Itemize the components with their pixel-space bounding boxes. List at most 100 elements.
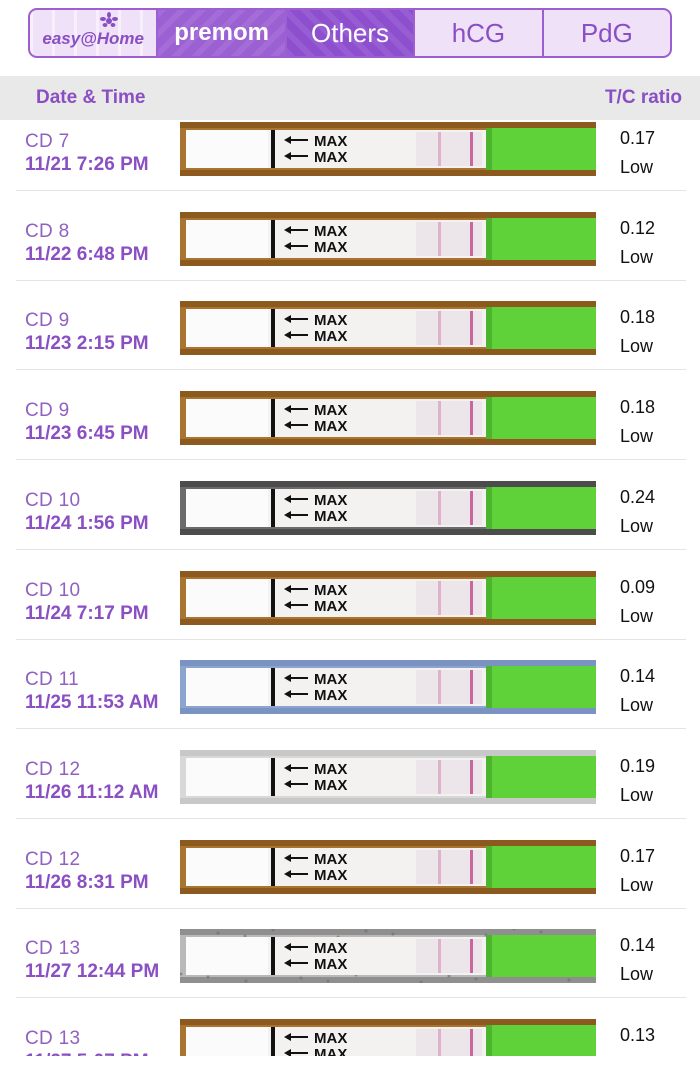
test-strip-photo[interactable]: MAX MAX — [180, 122, 596, 176]
cycle-day-label: CD 13 — [25, 1028, 81, 1049]
svg-text:MAX: MAX — [314, 777, 347, 794]
entry-date-block: CD 10 11/24 7:17 PM — [25, 579, 185, 625]
result-label: Low — [620, 964, 654, 985]
test-strip-photo[interactable]: MAX MAX — [180, 391, 596, 446]
list-item[interactable]: CD 7 11/21 7:26 PM MAX MAX 0.17 Low — [0, 120, 700, 210]
list-item[interactable]: CD 11 11/25 11:53 AM MAX MAX 0.14 Low — [0, 658, 700, 748]
result-label: Low — [620, 157, 654, 177]
tab-others[interactable]: Others — [286, 10, 416, 56]
test-strip-photo[interactable]: MAX MAX — [180, 1019, 596, 1056]
test-strip-photo[interactable]: MAX MAX — [180, 480, 596, 535]
list-item[interactable]: CD 9 11/23 6:45 PM MAX MAX 0.18 Low — [0, 389, 700, 479]
svg-text:MAX: MAX — [314, 1030, 347, 1047]
table-header: Date & Time T/C ratio — [0, 76, 700, 120]
result-label: Low — [620, 784, 654, 805]
svg-text:MAX: MAX — [314, 328, 347, 345]
tc-ratio-value: 0.17 — [620, 845, 656, 866]
svg-text:MAX: MAX — [314, 1046, 347, 1056]
entry-date-block: CD 10 11/24 1:56 PM — [25, 489, 185, 535]
test-strip-photo[interactable]: MAX MAX — [180, 301, 596, 356]
test-strip-list[interactable]: CD 7 11/21 7:26 PM MAX MAX 0.17 Low CD 8 11/22 … — [0, 120, 700, 1056]
entry-result-block: 0.18 Low — [620, 395, 690, 449]
tc-ratio-value: 0.12 — [620, 217, 656, 238]
svg-text:MAX: MAX — [314, 956, 347, 973]
result-label: Low — [620, 336, 654, 357]
svg-text:MAX: MAX — [314, 940, 347, 957]
svg-text:MAX: MAX — [314, 867, 347, 884]
test-strip-photo[interactable]: MAX MAX — [180, 211, 596, 266]
result-label: Low — [620, 515, 654, 536]
cycle-day-label: CD 12 — [25, 758, 81, 780]
datetime-label: 11/24 1:56 PM — [25, 512, 149, 534]
entry-result-block: 0.17 Low — [620, 126, 690, 180]
tc-ratio-value: 0.19 — [620, 755, 656, 776]
row-divider — [16, 548, 686, 550]
list-item[interactable]: CD 12 11/26 8:31 PM MAX MAX 0.17 Low — [0, 838, 700, 928]
list-item[interactable]: CD 10 11/24 7:17 PM MAX MAX 0.09 Low — [0, 569, 700, 659]
result-label: Low — [620, 605, 654, 626]
datetime-label: 11/25 11:53 AM — [25, 692, 159, 714]
svg-text:MAX: MAX — [314, 582, 347, 599]
test-strip-photo[interactable]: MAX MAX — [180, 839, 596, 894]
list-item[interactable]: CD 12 11/26 11:12 AM MAX MAX 0.19 Low — [0, 748, 700, 838]
tab-pdg-label: PdG — [580, 17, 633, 48]
row-divider — [16, 907, 686, 909]
list-item[interactable]: CD 8 11/22 6:48 PM MAX MAX 0.12 Low — [0, 210, 700, 300]
svg-text:MAX: MAX — [314, 671, 347, 688]
entry-date-block: CD 11 11/25 11:53 AM — [25, 668, 185, 714]
svg-text:MAX: MAX — [314, 598, 347, 615]
row-divider — [16, 369, 686, 371]
tab-hcg[interactable]: hCG — [415, 10, 544, 56]
row-divider — [16, 817, 686, 819]
svg-text:MAX: MAX — [314, 492, 347, 509]
tc-ratio-value: 0.09 — [620, 576, 656, 597]
test-strip-photo[interactable]: MAX MAX — [180, 749, 596, 804]
tc-ratio-value: 0.14 — [620, 666, 656, 687]
list-item[interactable]: CD 13 11/27 12:44 PM MAX MAX 0.14 Low — [0, 927, 700, 1017]
cycle-day-label: CD 7 — [25, 131, 70, 152]
datetime-label: 11/27 5:07 PM — [25, 1050, 185, 1056]
row-divider — [16, 638, 686, 640]
easy-at-home-logo: easy@Home — [42, 29, 145, 48]
entry-date-block: CD 9 11/23 2:15 PM — [25, 309, 185, 355]
datetime-label: 11/23 6:45 PM — [25, 423, 149, 445]
list-item[interactable]: CD 10 11/24 1:56 PM MAX MAX 0.24 Low — [0, 479, 700, 569]
test-strip-photo[interactable]: MAX MAX — [180, 570, 596, 625]
svg-text:MAX: MAX — [314, 402, 347, 419]
datetime-label: 11/21 7:26 PM — [25, 154, 149, 175]
tab-others-label: Others — [311, 17, 390, 48]
svg-text:MAX: MAX — [314, 133, 347, 150]
test-strip-photo[interactable]: MAX MAX — [180, 929, 596, 984]
tc-ratio-value: 0.13 — [620, 1025, 656, 1045]
test-strip-photo[interactable]: MAX MAX — [180, 660, 596, 715]
list-item[interactable]: CD 9 11/23 2:15 PM MAX MAX 0.18 Low — [0, 299, 700, 389]
svg-text:MAX: MAX — [314, 149, 347, 166]
row-divider — [16, 459, 686, 461]
tab-easy-at-home[interactable]: easy@Home — [30, 10, 159, 56]
svg-text:MAX: MAX — [314, 761, 347, 778]
entry-result-block: 0.14 Low — [620, 664, 690, 718]
result-label: Low — [620, 426, 654, 447]
entry-date-block: CD 13 11/27 12:44 PM — [25, 937, 185, 983]
premom-logo: premom — [174, 19, 269, 46]
tc-ratio-value: 0.24 — [620, 486, 656, 507]
tc-ratio-value: 0.17 — [620, 128, 656, 148]
cycle-day-label: CD 13 — [25, 938, 81, 960]
tab-premom[interactable]: premom — [158, 10, 287, 56]
cycle-day-label: CD 9 — [25, 400, 70, 422]
header-tc-ratio: T/C ratio — [604, 87, 682, 108]
row-divider — [16, 997, 686, 999]
result-label: Low — [620, 1051, 690, 1056]
cycle-day-label: CD 10 — [25, 579, 81, 601]
tab-pdg[interactable]: PdG — [544, 10, 670, 56]
